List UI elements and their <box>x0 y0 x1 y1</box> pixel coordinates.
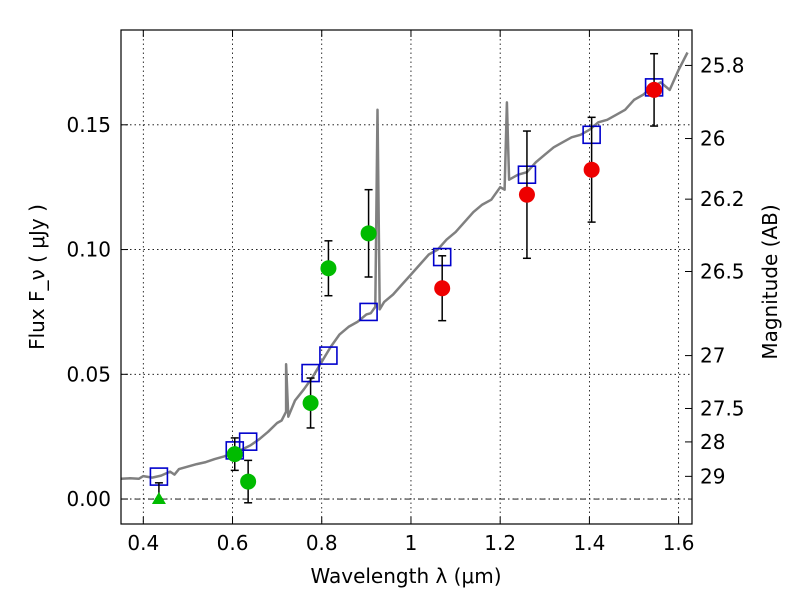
y2-tick-label: 29 <box>700 464 725 488</box>
y-tick-label: 0.05 <box>66 362 111 386</box>
green-upper-limit-triangle <box>151 492 166 505</box>
y-tick-label: 0.15 <box>66 113 111 137</box>
y2-tick-label: 25.8 <box>700 53 745 77</box>
y-tick-label: 0.00 <box>66 487 111 511</box>
plot-layer <box>120 51 689 505</box>
y2-tick-label: 26.2 <box>700 187 745 211</box>
grid-layer <box>121 30 692 524</box>
red-data-point <box>518 186 535 203</box>
x-tick-label: 1 <box>405 531 418 555</box>
x-tick-label: 0.8 <box>306 531 338 555</box>
green-data-point <box>226 446 243 463</box>
green-data-point <box>302 394 319 411</box>
x-tick-label: 0.6 <box>217 531 249 555</box>
y-tick-label: 0.10 <box>66 238 111 262</box>
x-tick-label: 1.6 <box>663 531 695 555</box>
y2-axis-label: Magnitude (AB) <box>758 204 782 359</box>
plot-frame <box>120 29 693 525</box>
x-axis-label: Wavelength λ (μm) <box>310 564 501 588</box>
model-photometry-square <box>359 302 378 322</box>
y2-tick-label: 28 <box>700 430 725 454</box>
red-data-point <box>434 280 451 297</box>
green-data-point <box>360 225 377 242</box>
y-axis-label: Flux F_ν ( μJy ) <box>25 204 49 350</box>
x-tick-label: 1.2 <box>484 531 516 555</box>
y2-tick-label: 26 <box>700 127 725 151</box>
green-data-point <box>320 260 337 277</box>
y2-tick-label: 26.5 <box>700 260 745 284</box>
green-data-point <box>240 473 257 490</box>
y2-tick-label: 27 <box>700 344 725 368</box>
red-data-point <box>646 81 663 98</box>
model-photometry-square <box>238 432 258 451</box>
x-tick-label: 1.4 <box>573 531 605 555</box>
model-spectrum-line <box>120 51 689 481</box>
ticks-layer: 0.4 0.6 0.8 1 1.2 1.4 1.6 0.00 0.05 0.10 0.15 25.8 2… <box>66 30 745 555</box>
red-data-point <box>583 161 600 178</box>
y2-tick-label: 27.5 <box>700 396 745 420</box>
model-photometry-square <box>319 346 338 365</box>
x-tick-label: 0.4 <box>127 531 159 555</box>
